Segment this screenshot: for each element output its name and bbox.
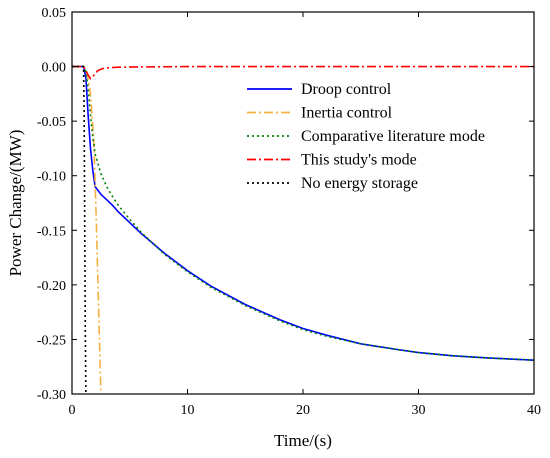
- y-tick-label: -0.25: [37, 333, 66, 348]
- y-tick-label: -0.05: [37, 115, 66, 130]
- axis-ticks: 0 10 20 30 40 0.05 0.00 -0.05 -0.10 -0.15 -0.20 -0.…: [37, 6, 541, 418]
- x-tick-label: 30: [412, 403, 426, 418]
- plot-lines: [72, 65, 535, 395]
- legend-label: Comparative literature mode: [301, 128, 485, 145]
- series-line: [72, 65, 534, 80]
- x-tick-label: 0: [69, 403, 76, 418]
- x-tick-label: 40: [527, 403, 541, 418]
- y-tick-label: 0.05: [42, 6, 67, 21]
- series-line: [72, 65, 535, 361]
- legend-label: This study's mode: [301, 152, 417, 169]
- y-tick-label: -0.20: [37, 279, 66, 294]
- legend: Droop control Inertia control Comparative …: [247, 81, 485, 192]
- y-tick-label: 0.00: [42, 61, 67, 76]
- y-tick-label: -0.15: [37, 224, 66, 239]
- x-axis-label: Time/(s): [274, 431, 332, 450]
- y-axis-label: Power Change/(MW): [6, 130, 25, 277]
- legend-label: No energy storage: [301, 175, 418, 192]
- x-tick-label: 20: [296, 403, 310, 418]
- x-tick-label: 10: [181, 403, 195, 418]
- legend-label: Inertia control: [301, 105, 393, 122]
- y-tick-label: -0.30: [37, 388, 66, 403]
- y-tick-label: -0.10: [37, 170, 66, 185]
- plot-frame: [71, 11, 535, 395]
- legend-label: Droop control: [301, 81, 392, 98]
